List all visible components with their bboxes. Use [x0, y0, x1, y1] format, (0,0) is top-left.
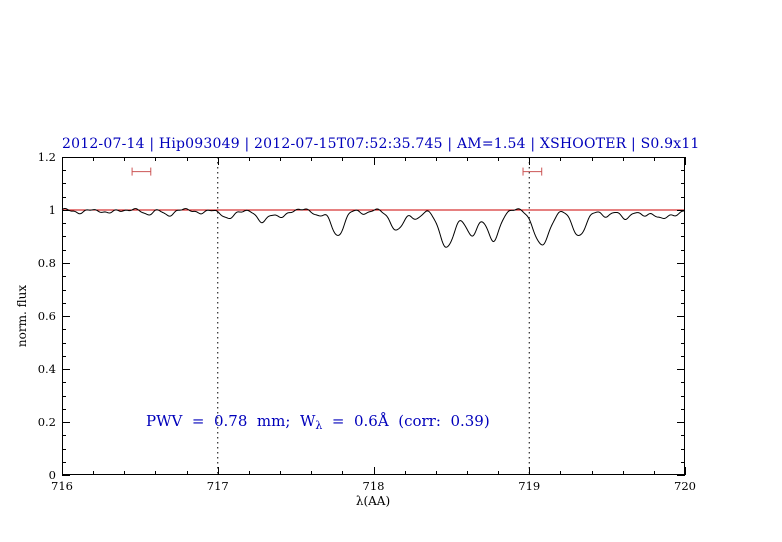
pwv-annotation: PWV = 0.78 mm; Wλ = 0.6Å (corr: 0.39) — [146, 412, 490, 432]
y-tick-label: 0.8 — [38, 256, 56, 270]
x-tick-label: 717 — [207, 479, 229, 493]
x-tick-label: 718 — [363, 479, 385, 493]
y-tick-label: 0.2 — [38, 415, 56, 429]
y-axis-label: norm. flux — [15, 284, 29, 348]
spectrum-line — [61, 207, 686, 248]
x-tick-label: 719 — [518, 479, 540, 493]
y-tick-label: 0.4 — [38, 362, 56, 376]
pwv-annotation-pre: PWV = 0.78 mm; W — [146, 412, 316, 430]
y-tick-label: 0.6 — [38, 309, 56, 323]
x-tick-label: 720 — [674, 479, 696, 493]
plot-title: 2012-07-14 | Hip093049 | 2012-07-15T07:5… — [62, 136, 700, 152]
x-axis-label: λ(AA) — [355, 494, 391, 508]
pwv-annotation-post: = 0.6Å (corr: 0.39) — [322, 412, 490, 430]
y-tick-label: 1.2 — [38, 150, 56, 164]
y-tick-label: 1 — [49, 203, 56, 217]
x-tick-label: 716 — [51, 479, 73, 493]
pwv-annotation-sub: λ — [315, 419, 323, 432]
y-tick-label: 0 — [49, 468, 56, 482]
